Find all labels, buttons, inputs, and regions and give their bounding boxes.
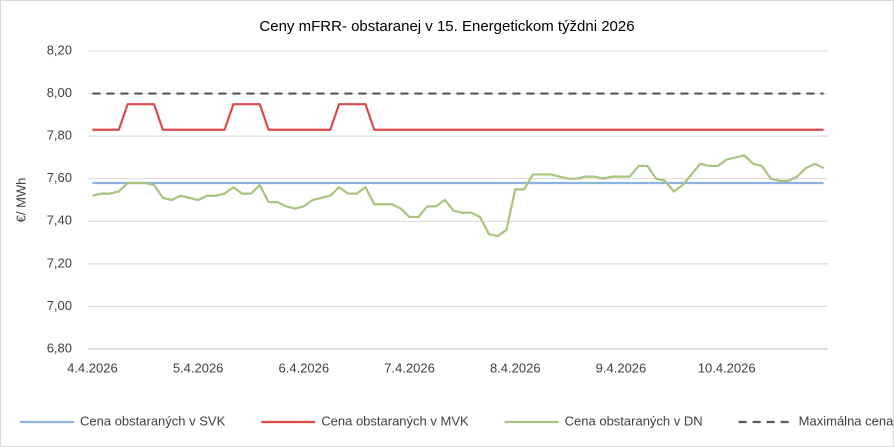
x-tick-label: 9.4.2026 (596, 360, 647, 375)
legend-label: Cena obstaraných v DN (565, 413, 703, 428)
x-tick-label: 10.4.2026 (698, 360, 756, 375)
x-tick-label: 4.4.2026 (67, 360, 118, 375)
y-axis-title: €/ MWh (13, 178, 28, 223)
series-line (92, 103, 824, 131)
y-tick-label: 6,80 (47, 340, 72, 355)
y-tick-label: 7,20 (47, 255, 72, 270)
y-tick-label: 8,00 (47, 85, 72, 100)
x-tick-label: 5.4.2026 (173, 360, 224, 375)
legend-label: Cena obstaraných v MVK (321, 413, 469, 428)
y-tick-label: 7,40 (47, 213, 72, 228)
x-tick-label: 6.4.2026 (279, 360, 330, 375)
series-line (92, 154, 825, 238)
legend-label: Maximálna cena ÚRSO (799, 413, 894, 428)
chart-title: Ceny mFRR- obstaranej v 15. Energetickom… (259, 18, 634, 35)
y-tick-label: 7,00 (47, 298, 72, 313)
y-tick-label: 8,20 (47, 42, 72, 57)
x-tick-label: 8.4.2026 (490, 360, 541, 375)
x-tick-label: 7.4.2026 (384, 360, 435, 375)
legend-label: Cena obstaraných v SVK (80, 413, 226, 428)
y-tick-label: 7,80 (47, 128, 72, 143)
y-tick-label: 7,60 (47, 170, 72, 185)
